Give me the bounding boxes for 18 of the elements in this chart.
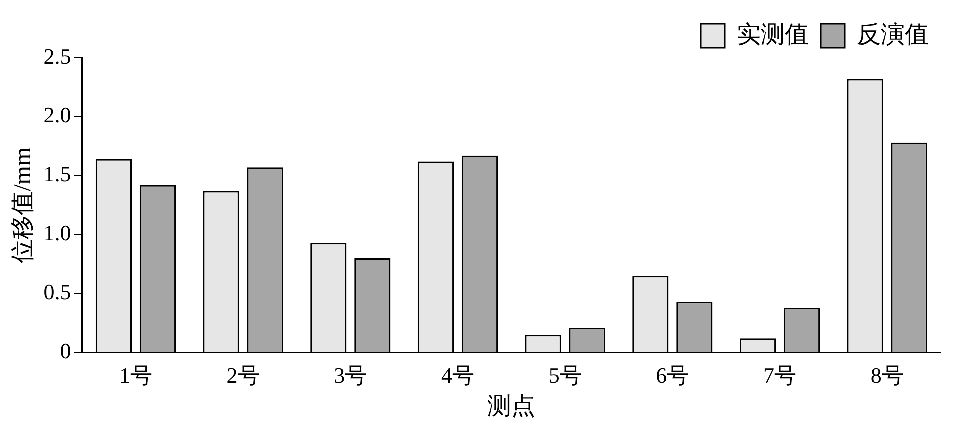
x-tick-label: 7号: [763, 362, 796, 388]
legend-label: 反演值: [857, 21, 929, 48]
x-tick-label: 8号: [870, 362, 904, 388]
y-tick-label: 2.0: [44, 102, 72, 128]
y-tick-label: 1.5: [44, 162, 72, 187]
legend-label: 实测值: [737, 21, 809, 48]
y-tick-label: 1.0: [44, 220, 72, 246]
x-tick-label: 4号: [441, 362, 474, 388]
x-tick-label: 3号: [334, 362, 368, 388]
x-tick-label: 2号: [226, 362, 260, 388]
x-tick-label: 6号: [656, 362, 690, 388]
y-axis-title: 位移值/mm: [10, 147, 37, 264]
x-tick-label: 1号: [119, 362, 152, 388]
y-tick-label: 2.5: [44, 44, 72, 69]
y-tick-label: 0: [60, 338, 72, 364]
y-tick-label: 0.5: [44, 280, 72, 305]
x-tick-label: 5号: [548, 362, 582, 388]
x-axis-title: 测点: [488, 394, 536, 420]
